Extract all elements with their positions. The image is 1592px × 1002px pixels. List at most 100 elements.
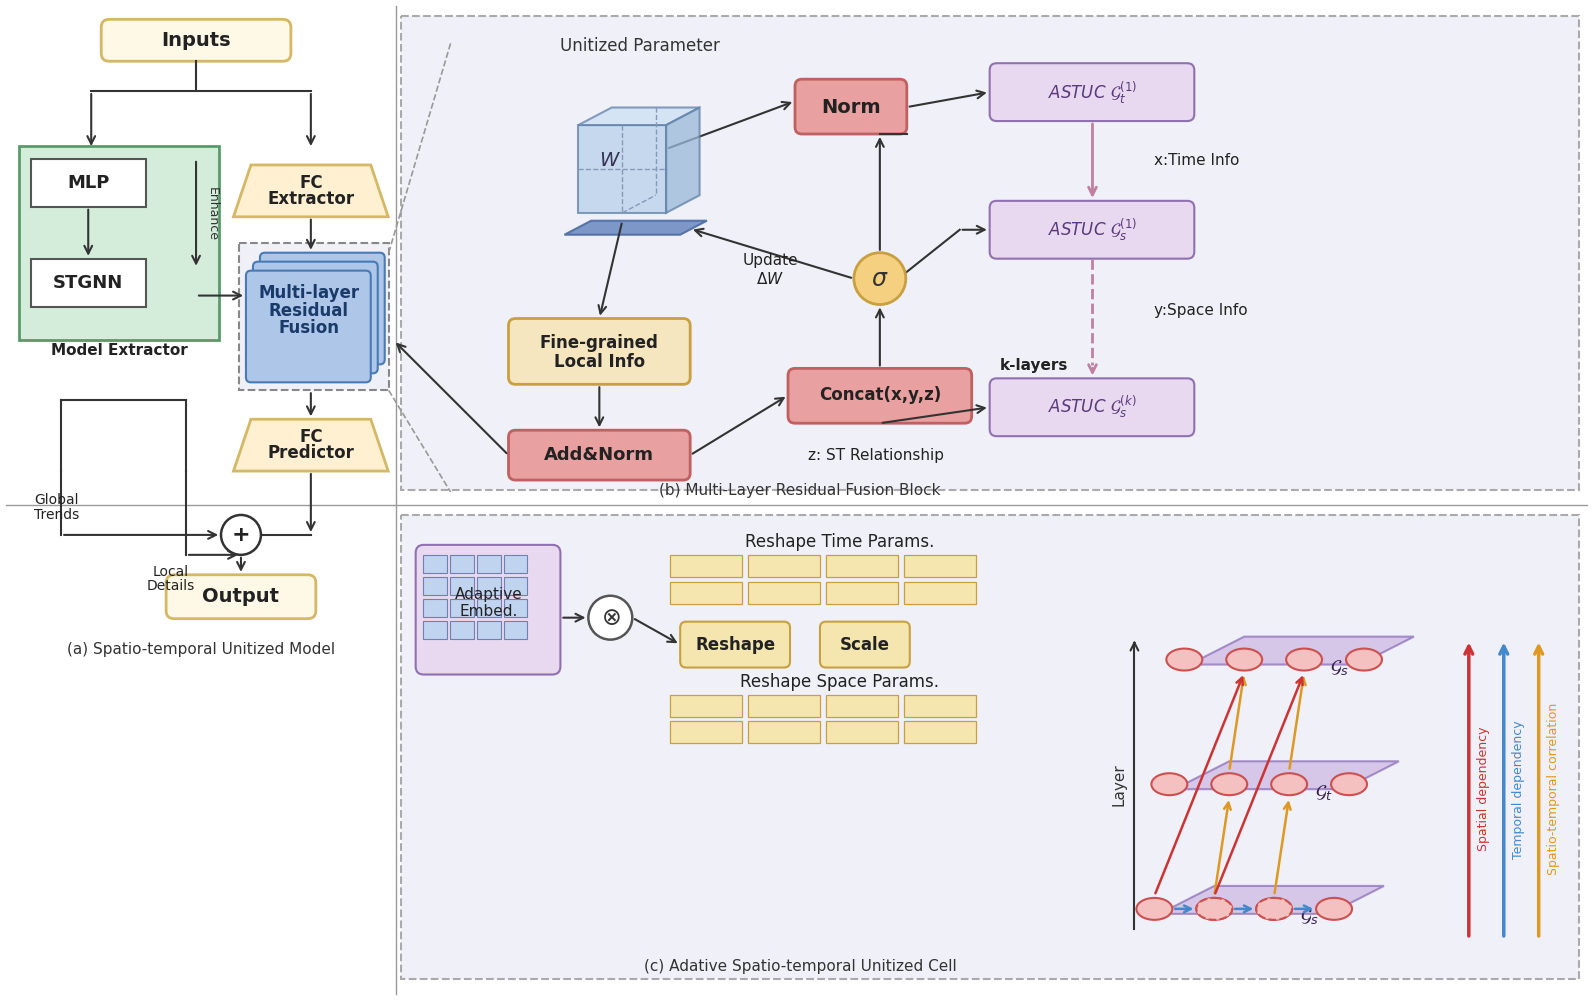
FancyBboxPatch shape (259, 253, 385, 365)
Ellipse shape (1256, 898, 1293, 920)
Polygon shape (234, 419, 388, 471)
FancyBboxPatch shape (670, 721, 742, 743)
Text: (c) Adative Spatio-temporal Unitized Cell: (c) Adative Spatio-temporal Unitized Cel… (643, 959, 957, 974)
Ellipse shape (1151, 774, 1188, 796)
FancyBboxPatch shape (508, 430, 691, 480)
Text: Layer: Layer (1111, 763, 1127, 806)
FancyBboxPatch shape (826, 582, 898, 604)
FancyBboxPatch shape (748, 582, 820, 604)
Circle shape (221, 515, 261, 555)
FancyBboxPatch shape (401, 16, 1579, 490)
FancyBboxPatch shape (32, 159, 146, 206)
FancyBboxPatch shape (990, 379, 1194, 436)
Text: $\mathcal{G}_s$: $\mathcal{G}_s$ (1329, 658, 1348, 677)
FancyBboxPatch shape (422, 620, 447, 638)
Text: Adaptive: Adaptive (455, 587, 522, 602)
FancyBboxPatch shape (990, 200, 1194, 259)
FancyBboxPatch shape (826, 695, 898, 717)
Polygon shape (1175, 762, 1399, 790)
Text: $ASTUC\ \mathcal{G}_t^{(1)}$: $ASTUC\ \mathcal{G}_t^{(1)}$ (1048, 79, 1137, 105)
FancyBboxPatch shape (422, 555, 447, 573)
FancyBboxPatch shape (239, 242, 388, 391)
FancyBboxPatch shape (820, 621, 909, 667)
Text: Enhance: Enhance (205, 186, 220, 240)
FancyBboxPatch shape (788, 369, 971, 423)
FancyBboxPatch shape (670, 582, 742, 604)
Text: Global: Global (33, 493, 78, 507)
Text: Spatio-temporal correlation: Spatio-temporal correlation (1547, 703, 1560, 876)
Ellipse shape (1331, 774, 1368, 796)
Text: Scale: Scale (841, 635, 890, 653)
Ellipse shape (1347, 648, 1382, 670)
Text: Norm: Norm (821, 97, 880, 116)
Text: Details: Details (146, 579, 196, 593)
FancyBboxPatch shape (503, 620, 527, 638)
FancyBboxPatch shape (904, 721, 976, 743)
Text: Unitized Parameter: Unitized Parameter (560, 37, 720, 55)
Text: Extractor: Extractor (267, 189, 355, 207)
Polygon shape (565, 220, 707, 234)
Ellipse shape (1317, 898, 1352, 920)
Text: Fusion: Fusion (279, 320, 339, 338)
FancyBboxPatch shape (794, 79, 907, 134)
FancyBboxPatch shape (422, 577, 447, 595)
Text: FC: FC (299, 428, 323, 446)
Text: STGNN: STGNN (53, 274, 123, 292)
FancyBboxPatch shape (904, 555, 976, 577)
Text: Spatial dependency: Spatial dependency (1477, 726, 1490, 852)
FancyBboxPatch shape (508, 319, 691, 385)
Text: Fine-grained: Fine-grained (540, 335, 659, 353)
FancyBboxPatch shape (748, 695, 820, 717)
Text: Inputs: Inputs (161, 31, 231, 50)
Text: Concat(x,y,z): Concat(x,y,z) (818, 387, 941, 404)
FancyBboxPatch shape (748, 721, 820, 743)
Text: Reshape: Reshape (696, 635, 775, 653)
Ellipse shape (1196, 898, 1232, 920)
FancyBboxPatch shape (990, 63, 1194, 121)
Polygon shape (1159, 886, 1383, 914)
Text: (b) Multi-Layer Residual Fusion Block: (b) Multi-Layer Residual Fusion Block (659, 483, 941, 498)
Text: Model Extractor: Model Extractor (51, 343, 188, 358)
FancyBboxPatch shape (19, 146, 220, 341)
Text: Update: Update (742, 254, 798, 269)
Text: Add&Norm: Add&Norm (544, 446, 654, 464)
Text: Trends: Trends (33, 508, 80, 522)
Text: $W$: $W$ (599, 151, 621, 170)
Polygon shape (234, 165, 388, 216)
Ellipse shape (1226, 648, 1262, 670)
Text: +: + (232, 525, 250, 545)
Ellipse shape (1137, 898, 1172, 920)
Text: $\sigma$: $\sigma$ (871, 267, 888, 291)
FancyBboxPatch shape (748, 555, 820, 577)
Text: Local Info: Local Info (554, 354, 645, 372)
FancyBboxPatch shape (904, 582, 976, 604)
FancyBboxPatch shape (680, 621, 790, 667)
Ellipse shape (1196, 898, 1232, 920)
FancyBboxPatch shape (245, 271, 371, 383)
Ellipse shape (1270, 774, 1307, 796)
Text: Reshape Space Params.: Reshape Space Params. (740, 673, 939, 691)
Text: Temporal dependency: Temporal dependency (1512, 719, 1525, 859)
Text: (a) Spatio-temporal Unitized Model: (a) Spatio-temporal Unitized Model (67, 642, 334, 657)
Circle shape (853, 253, 906, 305)
FancyBboxPatch shape (476, 577, 500, 595)
FancyBboxPatch shape (476, 555, 500, 573)
Text: Reshape Time Params.: Reshape Time Params. (745, 533, 935, 551)
FancyBboxPatch shape (401, 515, 1579, 979)
Text: z: ST Relationship: z: ST Relationship (807, 448, 944, 463)
FancyBboxPatch shape (416, 545, 560, 674)
Text: Residual: Residual (269, 302, 349, 320)
Ellipse shape (1212, 774, 1247, 796)
Text: Predictor: Predictor (267, 444, 355, 462)
Polygon shape (1189, 636, 1414, 664)
Text: k-layers: k-layers (1000, 358, 1068, 373)
FancyBboxPatch shape (253, 262, 377, 374)
Ellipse shape (1167, 648, 1202, 670)
FancyBboxPatch shape (503, 577, 527, 595)
Ellipse shape (1286, 648, 1321, 670)
FancyBboxPatch shape (476, 620, 500, 638)
Text: x:Time Info: x:Time Info (1154, 153, 1240, 168)
Text: FC: FC (299, 174, 323, 192)
Text: Embed.: Embed. (460, 604, 517, 619)
FancyBboxPatch shape (904, 695, 976, 717)
